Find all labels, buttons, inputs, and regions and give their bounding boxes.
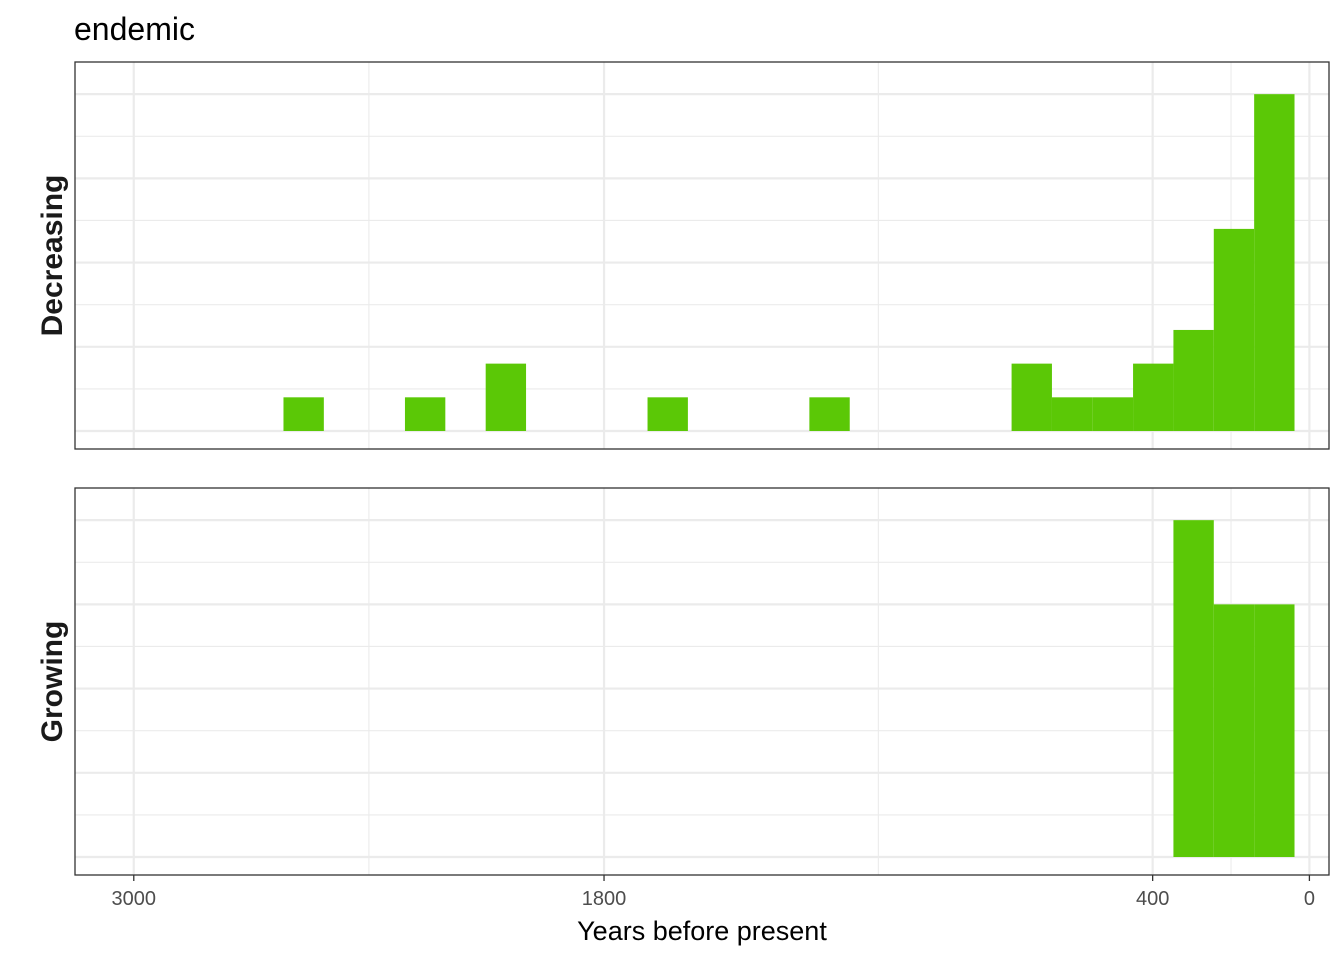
x-tick-label: 1800	[582, 888, 627, 910]
histogram-bar	[283, 397, 324, 431]
panel-background	[75, 62, 1329, 449]
histogram-bar	[404, 397, 446, 431]
facet-panel-growing: Growing	[36, 487, 1330, 876]
panel-border	[74, 487, 1330, 876]
histogram-bar	[1254, 94, 1295, 431]
histogram-bar	[1213, 604, 1255, 857]
facet-label-decreasing: Decreasing	[36, 175, 69, 337]
histogram-bar	[1092, 397, 1134, 431]
facet-label-growing: Growing	[36, 621, 69, 743]
x-tick-label: 3000	[112, 888, 157, 910]
panel-border	[74, 61, 1330, 450]
histogram-bar	[1254, 604, 1295, 857]
x-axis-label: Years before present	[577, 916, 827, 946]
histogram-bar	[485, 363, 527, 431]
chart-title: endemic	[74, 11, 195, 47]
histogram-bar	[1213, 228, 1255, 431]
histogram-bar	[1173, 329, 1214, 431]
panel-background	[75, 488, 1329, 875]
facet-panel-decreasing: Decreasing	[36, 61, 1330, 450]
histogram-bar	[647, 397, 688, 431]
histogram-bar	[809, 397, 850, 431]
histogram-bar	[1173, 520, 1214, 857]
histogram-bar	[1133, 363, 1174, 431]
histogram-bar	[1051, 397, 1093, 431]
x-tick-label: 400	[1136, 888, 1169, 910]
x-tick-label: 0	[1304, 888, 1315, 910]
histogram-bar	[1011, 363, 1052, 431]
